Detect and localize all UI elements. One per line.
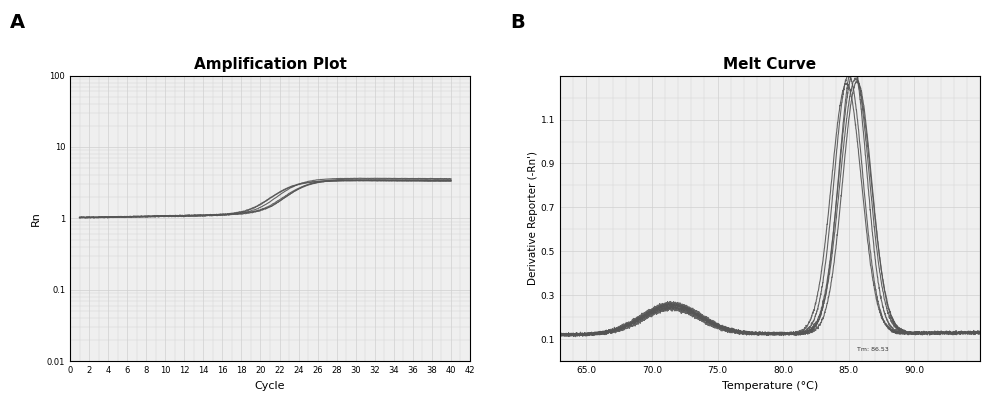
Text: B: B: [510, 13, 525, 32]
X-axis label: Cycle: Cycle: [255, 381, 285, 391]
X-axis label: Temperature (°C): Temperature (°C): [722, 381, 818, 391]
Title: Melt Curve: Melt Curve: [723, 57, 817, 72]
Y-axis label: Rn: Rn: [31, 211, 41, 226]
Text: Tm: 86.53: Tm: 86.53: [857, 347, 888, 352]
Y-axis label: Derivative Reporter (-Rn'): Derivative Reporter (-Rn'): [528, 151, 538, 286]
Text: A: A: [10, 13, 25, 32]
Title: Amplification Plot: Amplification Plot: [194, 57, 346, 72]
